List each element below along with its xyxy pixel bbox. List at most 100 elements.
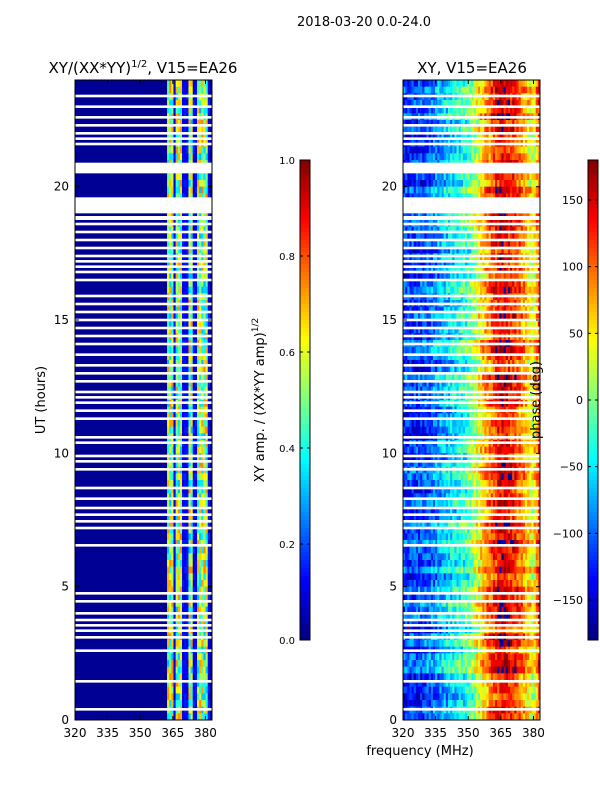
right-heatmap-cell	[450, 266, 453, 274]
left-heatmap-cell	[186, 653, 189, 661]
left-heatmap-cell	[201, 186, 204, 194]
right-heatmap-cell	[445, 306, 449, 314]
right-heatmap-cell	[471, 173, 474, 181]
right-heatmap-cell	[480, 306, 483, 314]
left-heatmap-cell	[199, 353, 202, 361]
right-heatmap-cell	[413, 360, 417, 367]
right-heatmap-cell	[441, 360, 444, 367]
right-heatmap-cell	[516, 273, 519, 281]
left-heatmap-cell	[171, 280, 174, 287]
right-heatmap-cell	[537, 280, 541, 287]
right-heatmap-cell	[454, 173, 457, 181]
right-heatmap-cell	[484, 186, 487, 194]
right-heatmap-cell	[420, 260, 423, 267]
right-heatmap-cell	[437, 353, 440, 361]
right-heatmap-cell	[477, 260, 481, 267]
left-heatmap-cell	[177, 680, 181, 687]
right-heatmap-cell	[484, 126, 487, 134]
right-heatmap-cell	[458, 266, 462, 274]
right-heatmap-cell	[497, 360, 500, 367]
left-heatmap-cell	[188, 513, 191, 521]
left-heatmap-cell	[199, 460, 202, 467]
right-heatmap-cell	[413, 260, 417, 267]
colorbar-segment	[300, 188, 310, 193]
right-heatmap-cell	[445, 86, 449, 94]
right-heatmap-cell	[531, 280, 534, 287]
left-heatmap-cell	[197, 653, 200, 661]
right-heatmap-cell	[495, 146, 498, 154]
left-heatmap-cell	[203, 120, 206, 127]
left-heatmap-cell	[186, 353, 189, 361]
right-heatmap-cell	[475, 133, 479, 141]
left-heatmap-cell	[201, 513, 204, 521]
left-heatmap-cell	[186, 366, 189, 374]
colorbar-segment	[300, 244, 310, 249]
right-heatmap-cell	[492, 233, 496, 241]
left-heatmap-cell	[169, 186, 172, 194]
left-heatmap-cell	[192, 553, 196, 561]
left-heatmap-cell	[177, 540, 181, 547]
right-heatmap-cell	[512, 246, 515, 254]
left-heatmap-cell	[173, 446, 176, 454]
right-heatmap-cell	[405, 86, 408, 94]
right-heatmap-cell	[531, 86, 534, 94]
left-heatmap-cell	[177, 573, 181, 581]
right-heatmap-cell	[473, 286, 477, 294]
right-heatmap-cell	[512, 193, 515, 201]
right-heatmap-cell	[426, 366, 429, 374]
right-heatmap-cell	[480, 153, 483, 161]
right-heatmap-cell	[510, 360, 513, 367]
left-heatmap-cell	[194, 446, 198, 454]
right-heatmap-cell	[405, 153, 408, 161]
left-heatmap-cell	[205, 686, 209, 694]
right-heatmap-cell	[411, 353, 414, 361]
left-heatmap-cell	[201, 173, 204, 181]
left-heatmap-cell	[194, 360, 198, 367]
right-heatmap-cell	[471, 280, 474, 287]
right-heatmap-cell	[430, 353, 434, 361]
right-heatmap-cell	[413, 280, 417, 287]
right-heatmap-cell	[507, 86, 511, 94]
right-heatmap-cell	[533, 126, 537, 134]
left-heatmap-cell	[177, 620, 181, 627]
left-heatmap-cell	[175, 666, 179, 674]
right-heatmap-cell	[426, 146, 429, 154]
left-heatmap-cell	[205, 80, 209, 87]
right-heatmap-cell	[531, 233, 534, 241]
right-heatmap-cell	[467, 106, 470, 114]
right-heatmap-cell	[480, 266, 483, 274]
left-heatmap-cell	[207, 326, 211, 334]
left-heatmap-cell	[186, 600, 189, 607]
left-heatmap-cell	[192, 500, 196, 507]
left-heatmap-cell	[171, 513, 174, 521]
left-heatmap-cell	[182, 386, 185, 394]
left-heatmap-cell	[203, 366, 206, 374]
right-heatmap-cell	[527, 180, 530, 187]
right-heatmap-cell	[415, 373, 419, 381]
right-heatmap-cell	[407, 126, 410, 134]
right-heatmap-cell	[535, 106, 539, 114]
left-heatmap-cell	[205, 306, 209, 314]
left-heatmap-cell	[182, 686, 185, 694]
left-heatmap-cell	[205, 566, 209, 574]
right-heatmap-cell	[518, 226, 522, 234]
right-heatmap-cell	[407, 326, 410, 334]
right-heatmap-cell	[447, 360, 451, 367]
right-heatmap-cell	[432, 120, 436, 127]
right-heatmap-cell	[503, 120, 507, 127]
left-heatmap-cell	[199, 420, 202, 427]
left-heatmap-cell	[182, 526, 185, 534]
right-heatmap-cell	[480, 80, 483, 87]
right-panel-title: XY, V15=EA26	[417, 59, 527, 77]
left-heatmap-cell	[188, 700, 191, 707]
right-heatmap-cell	[415, 133, 419, 141]
right-heatmap-cell	[501, 146, 504, 154]
right-heatmap-cell	[409, 153, 412, 161]
right-heatmap-cell	[482, 126, 485, 134]
right-heatmap-cell	[484, 346, 487, 354]
left-heatmap-cell	[177, 713, 181, 721]
left-heatmap-cell	[201, 500, 204, 507]
left-heatmap-cell	[188, 693, 191, 701]
left-heatmap-cell	[171, 426, 174, 434]
left-heatmap-cell	[207, 680, 211, 687]
